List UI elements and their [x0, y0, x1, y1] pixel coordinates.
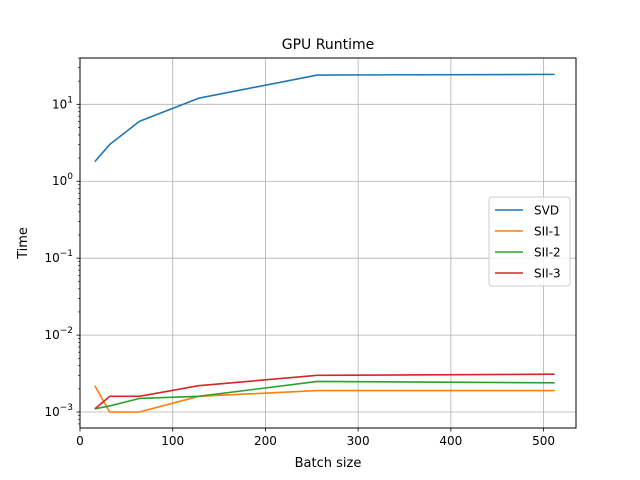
y-tick-label: 10−1 — [44, 249, 73, 265]
legend-label: SII-2 — [534, 246, 561, 260]
x-axis-ticks: 0 100 200 300 400 500 — [76, 428, 555, 448]
legend-label: SII-1 — [534, 225, 561, 239]
y-tick-label: 101 — [52, 95, 73, 111]
x-tick-label: 500 — [532, 434, 555, 448]
y-axis-ticks: 10−3 10−2 10−1 100 101 — [44, 57, 80, 425]
chart-title: GPU Runtime — [282, 37, 374, 53]
series-line-sii-3 — [94, 373, 555, 410]
legend: SVD SII-1 SII-2 SII-3 — [488, 196, 571, 287]
plot-frame — [79, 57, 577, 429]
grid — [79, 58, 576, 428]
legend-box — [488, 196, 571, 287]
y-tick-label: 10−3 — [44, 403, 73, 419]
legend-items: SVD SII-1 SII-2 SII-3 — [495, 204, 561, 281]
y-axis-label: Time — [16, 227, 31, 260]
series-line-sii-2 — [94, 380, 555, 410]
y-tick-label: 10−2 — [44, 326, 73, 342]
series-lines — [94, 73, 555, 413]
legend-label: SII-3 — [534, 267, 561, 281]
series-line-sii-1 — [94, 385, 555, 413]
x-axis-label: Batch size — [295, 456, 362, 471]
x-tick-label: 300 — [347, 434, 370, 448]
x-tick-label: 100 — [161, 434, 184, 448]
legend-label: SVD — [534, 204, 559, 218]
y-tick-label: 100 — [52, 172, 73, 188]
x-tick-label: 0 — [76, 434, 84, 448]
x-tick-label: 400 — [439, 434, 462, 448]
x-tick-label: 200 — [254, 434, 277, 448]
series-line-svd — [94, 73, 555, 163]
